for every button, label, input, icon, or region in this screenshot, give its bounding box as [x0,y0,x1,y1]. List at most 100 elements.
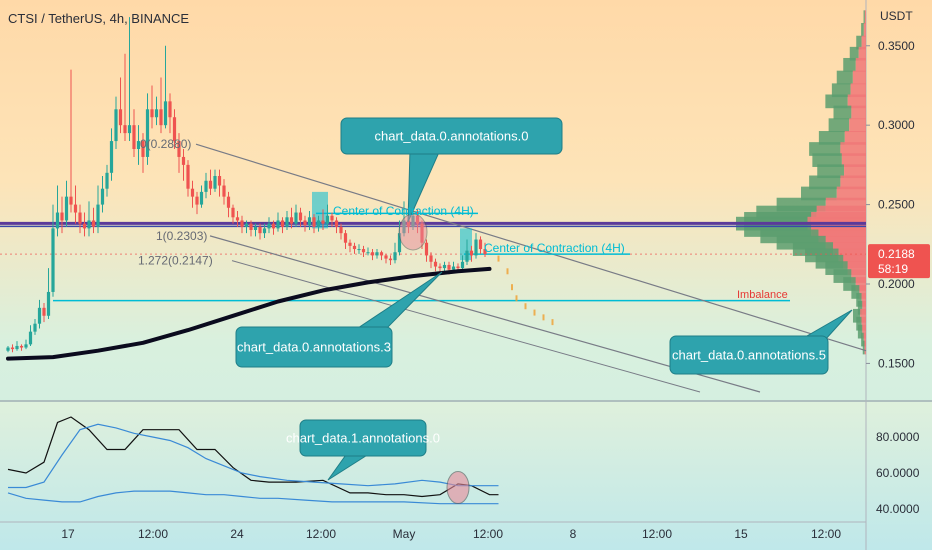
candle-body[interactable] [240,220,244,227]
candle-body[interactable] [69,196,73,205]
candle-body[interactable] [253,226,258,230]
candle-body[interactable] [127,125,132,134]
candle-body[interactable] [208,180,213,189]
channel-extension-line[interactable] [231,260,701,393]
candle-body[interactable] [145,109,150,157]
candle-body[interactable] [460,261,465,269]
ema-200-line[interactable] [6,266,492,361]
candle-body[interactable] [262,228,267,234]
candle-body[interactable] [325,215,330,224]
candle-body[interactable] [87,220,91,229]
candle-body[interactable] [136,141,141,149]
time-tick-label[interactable]: 15 [734,527,748,541]
time-tick-label[interactable]: 12:00 [811,527,841,541]
time-tick-label[interactable]: 8 [570,527,577,541]
candle-body[interactable] [19,345,24,348]
candle-body[interactable] [348,242,352,246]
oscillator-highlight-circle[interactable] [446,470,470,504]
candle-body[interactable] [150,109,154,118]
price-tick-label[interactable]: 0.3000 [878,118,915,132]
candle-body[interactable] [60,212,64,221]
liquidity-callout-box[interactable] [669,335,829,375]
candle-body[interactable] [114,109,118,142]
candle-body[interactable] [15,345,19,350]
candle-body[interactable] [226,196,231,208]
candle-body[interactable] [465,250,469,262]
candle-body[interactable] [154,109,159,118]
candle-body[interactable] [352,245,357,250]
candle-body[interactable] [397,233,402,253]
candle-body[interactable] [298,212,303,221]
price-tick-label[interactable]: 0.3500 [878,39,915,53]
time-tick-label[interactable]: 12:00 [473,527,503,541]
candle-body[interactable] [204,180,208,192]
time-tick-label[interactable]: May [393,527,416,541]
candle-body[interactable] [469,250,474,256]
candle-body[interactable] [78,212,82,224]
candle-body[interactable] [271,223,276,229]
candle-body[interactable] [429,255,433,262]
candle-body[interactable] [384,255,388,259]
candle-body[interactable] [370,252,375,256]
candle-body[interactable] [190,188,195,197]
candle-body[interactable] [235,217,240,221]
candle-body[interactable] [118,109,123,126]
oscillator-tick-label[interactable]: 80.0000 [876,430,920,444]
candle-body[interactable] [483,249,487,255]
candle-body[interactable] [267,223,271,229]
candle-body[interactable] [438,266,442,269]
candle-body[interactable] [55,212,60,229]
candle-body[interactable] [181,156,186,165]
candle-body[interactable] [375,252,379,256]
candle-body[interactable] [361,249,366,253]
candle-body[interactable] [249,223,253,230]
candle-body[interactable] [123,125,127,134]
candle-body[interactable] [6,347,10,351]
candle-body[interactable] [289,217,294,224]
oscillator-tick-label[interactable]: 60.0000 [876,466,920,480]
candle-body[interactable] [105,172,109,189]
candle-body[interactable] [478,239,483,250]
momentum-highlight-circle[interactable] [398,213,428,251]
candle-body[interactable] [334,220,339,227]
candle-body[interactable] [474,239,478,256]
candle-body[interactable] [285,217,289,227]
candle-body[interactable] [424,242,429,256]
candle-body[interactable] [451,266,456,270]
candle-body[interactable] [244,223,249,227]
candle-body[interactable] [213,176,217,189]
candle-body[interactable] [217,176,222,186]
candle-body[interactable] [303,220,307,226]
candle-body[interactable] [447,264,451,270]
candle-body[interactable] [64,196,69,221]
candle-body[interactable] [321,220,325,224]
contraction-callout-box[interactable] [299,419,427,457]
candle-body[interactable] [96,204,100,227]
contraction-box-2[interactable] [460,228,472,261]
channel-upper-line[interactable] [195,143,867,352]
candle-body[interactable] [366,252,370,254]
candle-body[interactable] [73,204,78,213]
time-tick-label[interactable]: 12:00 [138,527,168,541]
channel-lower-line[interactable] [209,235,761,393]
candle-body[interactable] [379,252,384,256]
time-tick-label[interactable]: 17 [61,527,75,541]
candle-body[interactable] [393,252,397,261]
candle-body[interactable] [195,196,199,205]
candle-body[interactable] [177,141,181,157]
candle-body[interactable] [316,220,321,227]
candle-body[interactable] [357,249,361,251]
candle-body[interactable] [172,117,177,142]
candle-body[interactable] [10,347,15,350]
candle-body[interactable] [442,264,447,269]
candle-body[interactable] [168,101,172,118]
candle-body[interactable] [159,109,163,126]
candle-body[interactable] [37,307,42,324]
candle-body[interactable] [132,125,136,149]
candle-body[interactable] [33,323,37,332]
rejection-callout-box[interactable] [235,326,393,368]
candle-body[interactable] [307,217,312,226]
candle-body[interactable] [42,307,46,316]
candle-body[interactable] [456,266,460,269]
candle-body[interactable] [231,207,235,218]
